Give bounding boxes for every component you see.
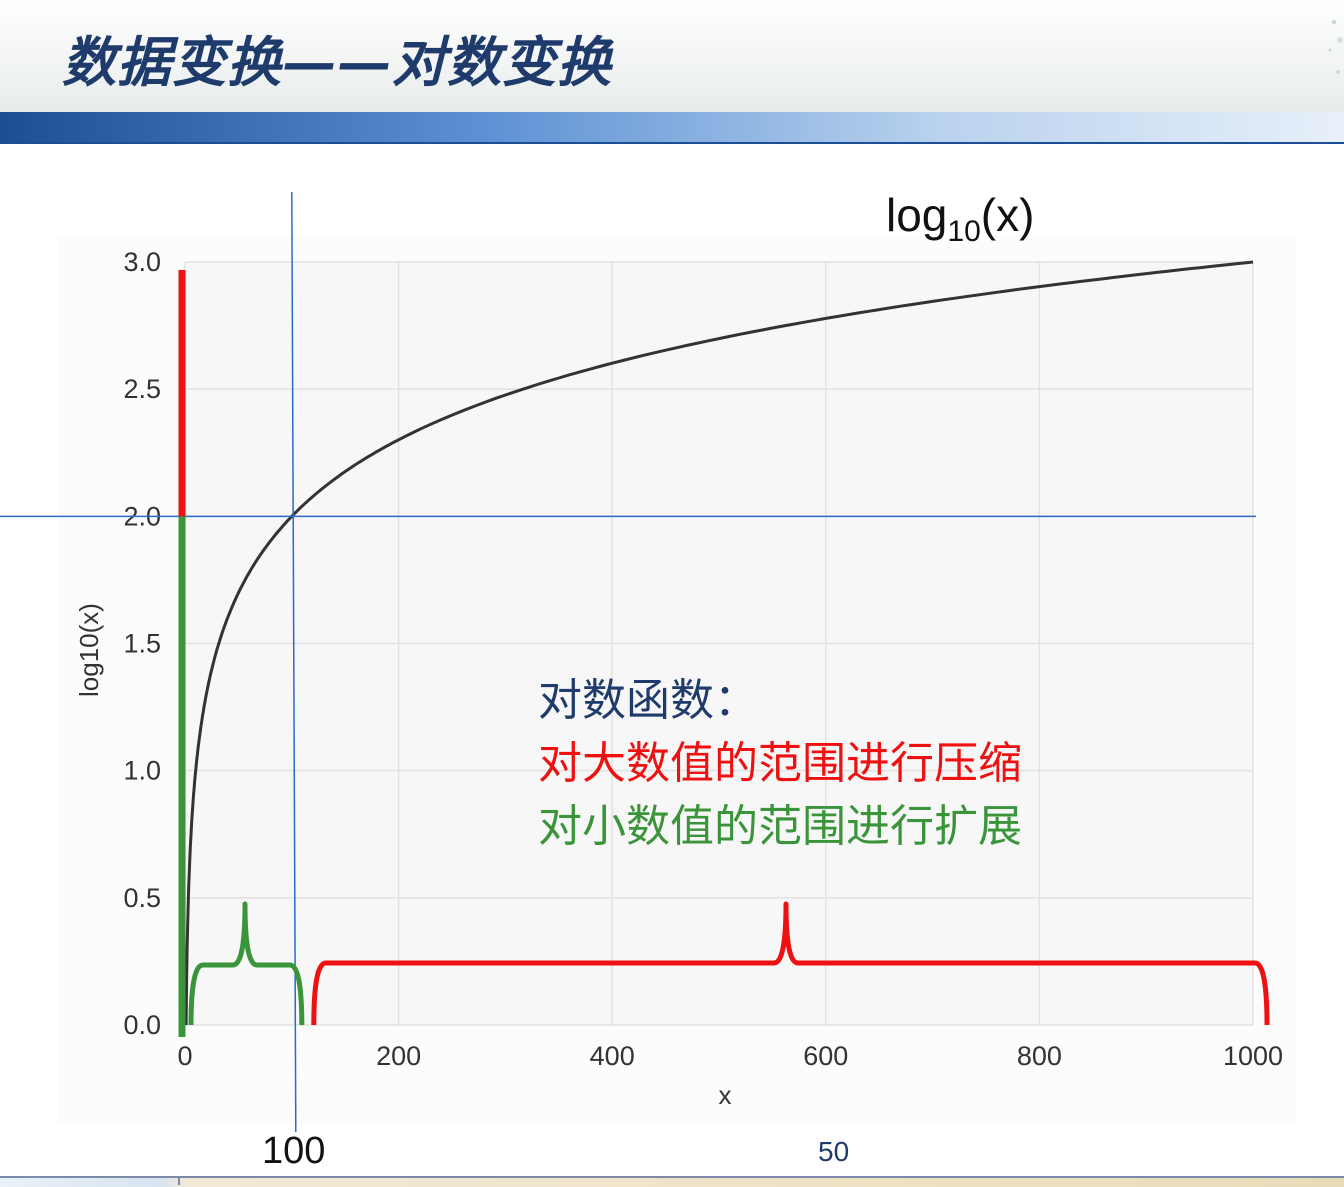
x-tick-label: 0 (177, 1041, 192, 1071)
annotation-expand: 对小数值的范围进行扩展 (538, 801, 1022, 852)
x-tick-label: 200 (376, 1041, 421, 1071)
log-curve (184, 260, 1254, 1026)
x-tick-labels: 0 200 400 600 800 1000 (177, 1041, 1283, 1071)
x-tick-label: 400 (590, 1041, 635, 1071)
slide-title: 数据变换——对数变换 (62, 30, 612, 94)
title-underline-bar (0, 112, 1344, 144)
slide-header: 数据变换——对数变换 (0, 0, 1344, 112)
x-axis-label: x (719, 1080, 732, 1110)
x-tick-label: 800 (1017, 1041, 1062, 1071)
footer-bar (0, 1176, 1344, 1187)
page-number: 50 (818, 1136, 850, 1167)
annotation-title: 对数函数： (538, 675, 758, 726)
x-tick-label: 1000 (1223, 1041, 1283, 1071)
x-marker-label: 100 (262, 1130, 326, 1172)
y-tick-label: 0.5 (123, 883, 161, 913)
y-tick-label: 0.0 (123, 1010, 161, 1040)
x-tick-label: 600 (803, 1041, 848, 1071)
y-axis-label: log10(x) (74, 603, 104, 697)
y-tick-label: 1.0 (123, 756, 161, 786)
footer-divider (178, 1176, 180, 1185)
y-tick-label: 3.0 (123, 247, 161, 277)
expand-brace (188, 901, 305, 1026)
function-label: log10(x) (886, 189, 1035, 248)
sparkle-decoration-icon (1328, 20, 1343, 74)
y-tick-label: 2.5 (123, 374, 161, 404)
annotation-compress: 对大数值的范围进行压缩 (538, 738, 1022, 789)
y-tick-label: 1.5 (123, 629, 161, 659)
compress-brace (311, 901, 1270, 1026)
